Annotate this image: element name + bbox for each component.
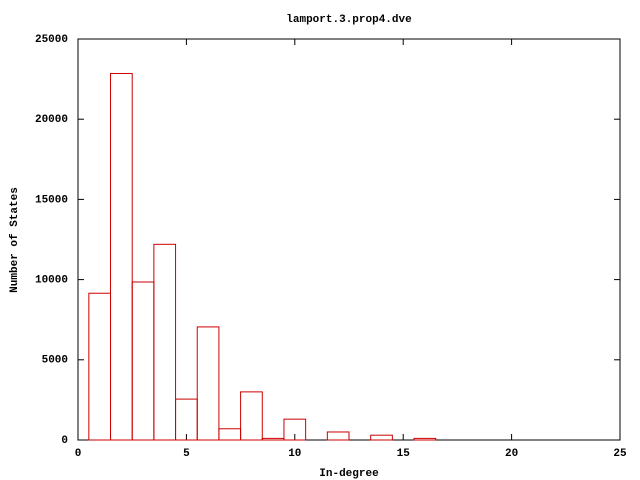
bar [131,281,155,441]
bar [283,418,307,441]
y-tick-label: 10000 [35,275,68,287]
bar [153,243,177,441]
x-tick-label: 5 [183,448,190,460]
bar [261,437,285,441]
bar [326,431,350,441]
bar [88,292,112,441]
bar [218,428,242,441]
y-axis-label: Number of States [9,187,21,293]
x-tick-label: 10 [288,448,301,460]
y-tick-label: 15000 [35,194,68,206]
x-axis-label: In-degree [319,468,379,480]
chart-title: lamport.3.prop4.dve [286,14,412,26]
plot-frame [77,38,621,441]
x-tick-label: 25 [613,448,627,460]
y-tick-label: 25000 [35,34,68,46]
bar [175,398,198,441]
bar [370,434,393,441]
y-tick-label: 20000 [35,114,68,126]
bar [413,437,437,441]
x-tick-label: 15 [397,448,411,460]
bar [110,72,133,441]
y-tick-label: 0 [61,435,68,447]
x-tick-label: 0 [75,448,82,460]
x-tick-label: 20 [505,448,518,460]
y-tick-label: 5000 [42,355,68,367]
bar [196,326,220,441]
bar [240,391,263,441]
